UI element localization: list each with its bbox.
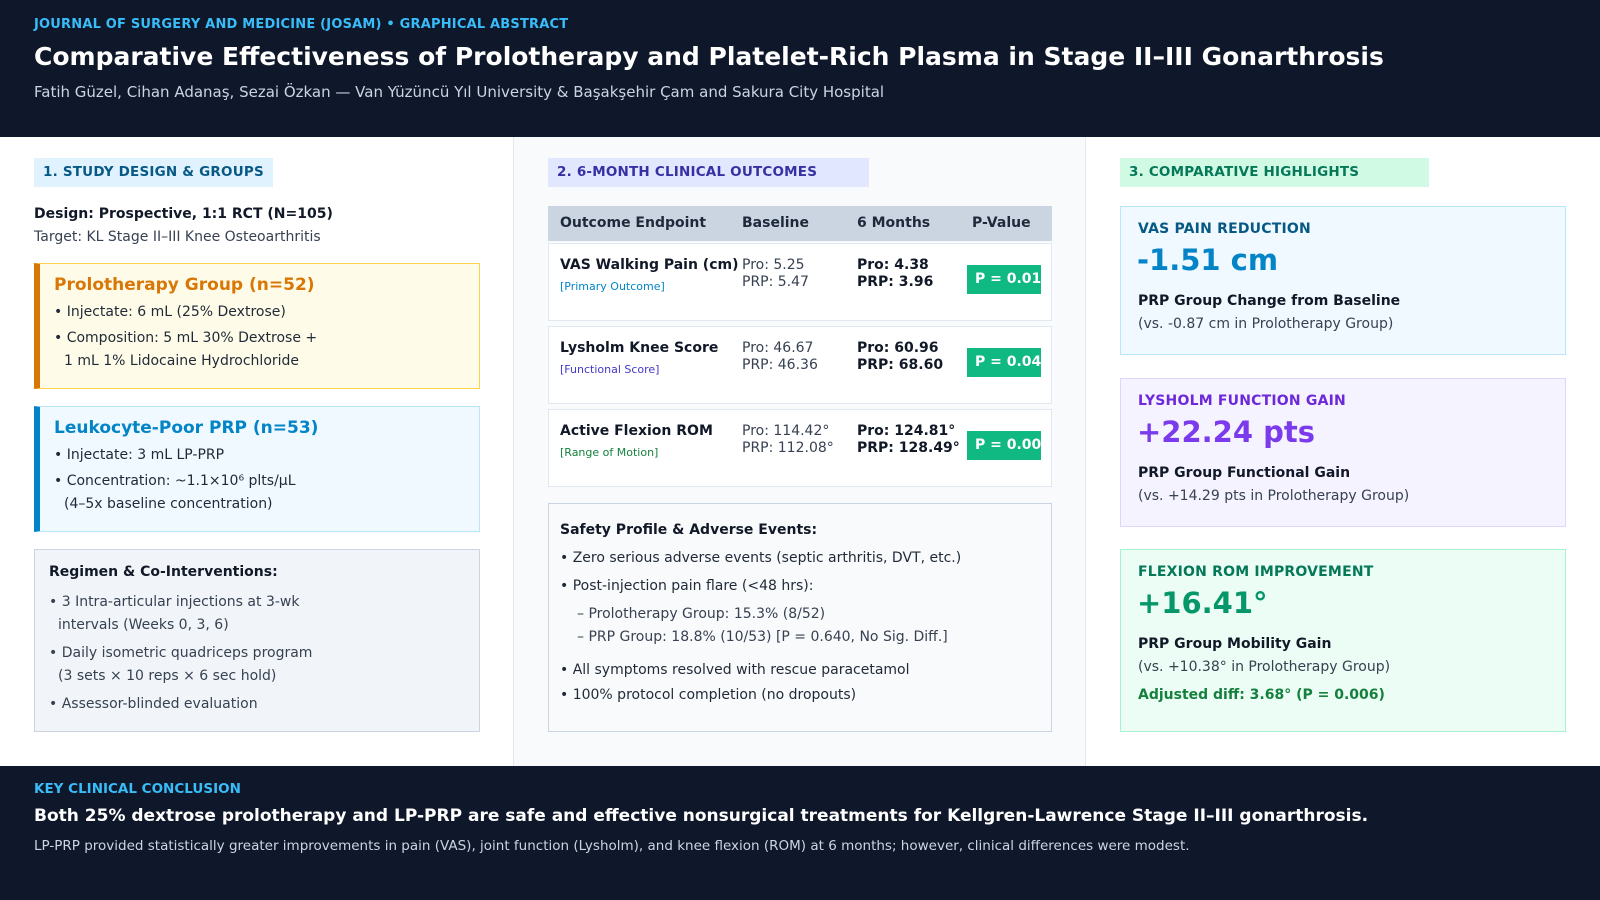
baseline-values: Pro: 5.25 PRP: 5.47 — [742, 257, 809, 291]
regimen-card: Regimen & Co-Interventions: • 3 Intra-ar… — [34, 549, 480, 732]
six-month-pro: Pro: 4.38 — [857, 257, 929, 273]
p-value-badge: P = 0.04 — [967, 348, 1041, 377]
six-month-values: Pro: 124.81° PRP: 128.49° — [857, 423, 960, 457]
regimen-injections-cont: intervals (Weeks 0, 3, 6) — [58, 617, 229, 633]
baseline-pro: Pro: 46.67 — [742, 340, 814, 356]
endpoint-name: VAS Walking Pain (cm) — [560, 257, 739, 273]
lysholm-highlight-caption: PRP Group Functional Gain — [1138, 465, 1351, 481]
prp-injectate: • Injectate: 3 mL LP-PRP — [54, 447, 225, 463]
prolotherapy-composition: • Composition: 5 mL 30% Dextrose + — [54, 330, 318, 346]
table-row: Active Flexion ROM [Range of Motion] Pro… — [548, 409, 1052, 487]
baseline-values: Pro: 46.67 PRP: 46.36 — [742, 340, 818, 374]
section-label-design: 1. STUDY DESIGN & GROUPS — [34, 158, 273, 187]
flexion-highlight-comparison: (vs. +10.38° in Prolotherapy Group) — [1138, 659, 1391, 675]
regimen-quadriceps: • Daily isometric quadriceps program — [49, 645, 313, 661]
six-month-prp: PRP: 3.96 — [857, 274, 934, 290]
baseline-pro: Pro: 114.42° — [742, 423, 830, 439]
conclusion-label: KEY CLINICAL CONCLUSION — [34, 781, 241, 797]
endpoint-name: Lysholm Knee Score — [560, 340, 719, 356]
safety-title: Safety Profile & Adverse Events: — [560, 522, 818, 538]
regimen-title: Regimen & Co-Interventions: — [49, 564, 278, 580]
safety-pain-flare: • Post-injection pain flare (<48 hrs): — [560, 578, 814, 594]
endpoint-name: Active Flexion ROM — [560, 423, 713, 439]
endpoint-type: [Primary Outcome] — [560, 280, 665, 293]
baseline-prp: PRP: 46.36 — [742, 357, 818, 373]
six-month-values: Pro: 60.96 PRP: 68.60 — [857, 340, 943, 374]
lysholm-highlight-label: LYSHOLM FUNCTION GAIN — [1138, 393, 1346, 409]
lysholm-highlight-comparison: (vs. +14.29 pts in Prolotherapy Group) — [1138, 488, 1410, 504]
vas-highlight-caption: PRP Group Change from Baseline — [1138, 293, 1401, 309]
prolotherapy-composition-cont: 1 mL 1% Lidocaine Hydrochloride — [64, 353, 300, 369]
col-header-endpoint: Outcome Endpoint — [560, 215, 707, 231]
prolotherapy-injectate: • Injectate: 6 mL (25% Dextrose) — [54, 304, 286, 320]
flexion-highlight-caption: PRP Group Mobility Gain — [1138, 636, 1332, 652]
conclusion-detail: LP-PRP provided statistically greater im… — [34, 838, 1190, 854]
baseline-pro: Pro: 5.25 — [742, 257, 805, 273]
col-header-6months: 6 Months — [857, 215, 931, 231]
authors-line: Fatih Güzel, Cihan Adanaş, Sezai Özkan —… — [34, 83, 885, 101]
lysholm-highlight-card: LYSHOLM FUNCTION GAIN +22.24 pts PRP Gro… — [1120, 378, 1566, 527]
endpoint-type: [Functional Score] — [560, 363, 660, 376]
vas-highlight-comparison: (vs. -0.87 cm in Prolotherapy Group) — [1138, 316, 1394, 332]
six-month-prp: PRP: 128.49° — [857, 440, 960, 456]
safety-no-serious-events: • Zero serious adverse events (septic ar… — [560, 550, 962, 566]
safety-flare-prp: – PRP Group: 18.8% (10/53) [P = 0.640, N… — [577, 629, 948, 645]
six-month-values: Pro: 4.38 PRP: 3.96 — [857, 257, 933, 291]
prolotherapy-group-card: Prolotherapy Group (n=52) • Injectate: 6… — [34, 263, 480, 389]
conclusion-banner: KEY CLINICAL CONCLUSION Both 25% dextros… — [0, 766, 1600, 900]
safety-resolved: • All symptoms resolved with rescue para… — [560, 662, 910, 678]
safety-profile-card: Safety Profile & Adverse Events: • Zero … — [548, 503, 1052, 732]
journal-label: JOURNAL OF SURGERY AND MEDICINE (JOSAM) … — [34, 17, 569, 32]
six-month-pro: Pro: 60.96 — [857, 340, 939, 356]
prolotherapy-group-title: Prolotherapy Group (n=52) — [54, 275, 315, 295]
regimen-blinding: • Assessor-blinded evaluation — [49, 696, 258, 712]
safety-completion: • 100% protocol completion (no dropouts) — [560, 687, 857, 703]
col-header-baseline: Baseline — [742, 215, 810, 231]
section-label-outcomes: 2. 6-MONTH CLINICAL OUTCOMES — [548, 158, 869, 187]
flexion-highlight-card: FLEXION ROM IMPROVEMENT +16.41° PRP Grou… — [1120, 549, 1566, 732]
regimen-quadriceps-cont: (3 sets × 10 reps × 6 sec hold) — [58, 668, 277, 684]
flexion-highlight-label: FLEXION ROM IMPROVEMENT — [1138, 564, 1374, 580]
flexion-adjusted-difference: Adjusted diff: 3.68° (P = 0.006) — [1138, 687, 1385, 703]
prp-group-title: Leukocyte-Poor PRP (n=53) — [54, 418, 319, 438]
six-month-prp: PRP: 68.60 — [857, 357, 944, 373]
baseline-prp: PRP: 5.47 — [742, 274, 809, 290]
vas-highlight-label: VAS PAIN REDUCTION — [1138, 221, 1311, 237]
prp-concentration: • Concentration: ~1.1×10⁶ plts/μL — [54, 473, 296, 489]
endpoint-type: [Range of Motion] — [560, 446, 659, 459]
table-row: Lysholm Knee Score [Functional Score] Pr… — [548, 326, 1052, 404]
table-row: VAS Walking Pain (cm) [Primary Outcome] … — [548, 243, 1052, 321]
lysholm-highlight-value: +22.24 pts — [1137, 415, 1316, 449]
col-header-pvalue: P-Value — [972, 215, 1031, 231]
vas-highlight-card: VAS PAIN REDUCTION -1.51 cm PRP Group Ch… — [1120, 206, 1566, 355]
target-population: Target: KL Stage II–III Knee Osteoarthri… — [34, 229, 321, 245]
p-value-badge: P = 0.01 — [967, 265, 1041, 294]
prp-group-card: Leukocyte-Poor PRP (n=53) • Injectate: 3… — [34, 406, 480, 532]
prp-concentration-cont: (4–5x baseline concentration) — [64, 496, 273, 512]
regimen-injections: • 3 Intra-articular injections at 3-wk — [49, 594, 300, 610]
outcomes-table-header: Outcome Endpoint Baseline 6 Months P-Val… — [548, 206, 1052, 241]
header-banner: JOURNAL OF SURGERY AND MEDICINE (JOSAM) … — [0, 0, 1600, 137]
safety-flare-prolotherapy: – Prolotherapy Group: 15.3% (8/52) — [577, 606, 826, 622]
vas-highlight-value: -1.51 cm — [1137, 243, 1279, 277]
design-summary: Design: Prospective, 1:1 RCT (N=105) — [34, 206, 333, 222]
p-value-badge: P = 0.00 — [967, 431, 1041, 460]
baseline-values: Pro: 114.42° PRP: 112.08° — [742, 423, 834, 457]
flexion-highlight-value: +16.41° — [1137, 586, 1268, 620]
section-label-highlights: 3. COMPARATIVE HIGHLIGHTS — [1120, 158, 1429, 187]
page-title: Comparative Effectiveness of Prolotherap… — [34, 42, 1384, 71]
baseline-prp: PRP: 112.08° — [742, 440, 834, 456]
conclusion-main: Both 25% dextrose prolotherapy and LP-PR… — [34, 806, 1369, 826]
six-month-pro: Pro: 124.81° — [857, 423, 956, 439]
